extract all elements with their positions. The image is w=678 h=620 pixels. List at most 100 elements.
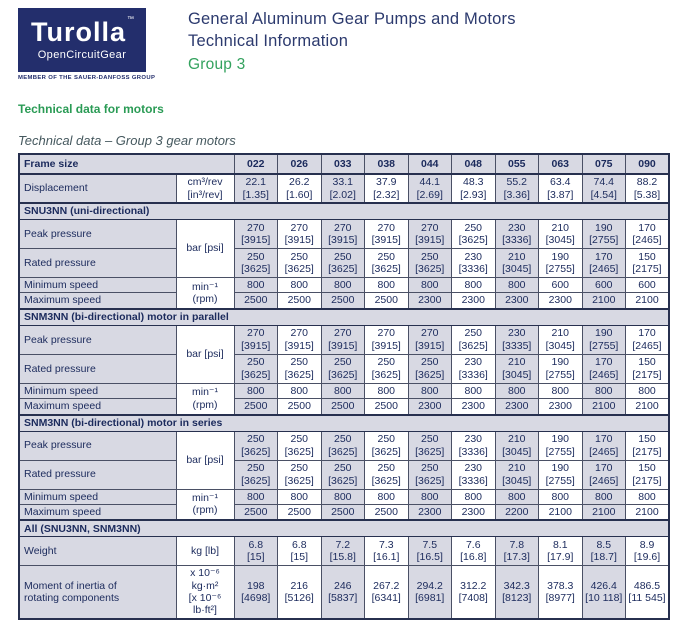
cell-value: 230 [464,433,483,446]
cell-subvalue: [2465] [632,234,662,246]
cell-subvalue: [3915] [371,339,401,352]
cell-subvalue: [15] [290,551,308,564]
technical-data-table: Frame size 022 026 033 038 044 048 055 063 075 090… [18,153,670,620]
cell-value: 6.8 [248,538,264,551]
table-cell: 250 [3625] [320,248,365,278]
cell-value: 74.4 [593,176,614,189]
table-cell: 170 [2465] [581,248,626,278]
table-cell: 2100 [625,398,670,415]
cell-value: 63.4 [550,176,571,189]
table-cell: 800 [364,276,409,294]
cell-subvalue: [3625] [284,474,314,487]
table-cell: 2500 [364,398,409,415]
table-cell: 2300 [494,398,539,415]
cell-value: 216 [290,579,309,592]
row-label: Weight [18,536,177,567]
cell-value: 8.5 [596,538,612,551]
cell-subvalue: [2175] [632,368,662,381]
table-cell: 210 [3045] [538,219,583,249]
table-cell: 150 [2175] [625,459,670,490]
title-block: General Aluminum Gear Pumps and Motors T… [188,8,516,74]
table-cell: 270 [3915] [364,324,409,355]
cell-value: 486.5 [633,579,661,592]
cell-subvalue: [4.54] [590,188,617,201]
cell-subvalue: [3625] [241,368,271,381]
table-cell: 800 [364,382,409,400]
table-cell: 800 [451,276,496,294]
table-cell: 2300 [538,398,583,415]
table-cell: 2500 [233,398,278,415]
cell-subvalue: [2755] [545,445,575,458]
unit-cell: min⁻¹ (rpm) [175,382,235,416]
table-cell: 800 [407,382,452,400]
table-cell: 190 [2755] [581,324,626,355]
cell-value: 250 [464,327,483,340]
section-title: SNM3NN (bi-directional) motor in series [18,413,670,432]
table-cell: 230 [3336] [494,219,539,249]
frame-size-cell: 075 [581,153,626,175]
table-cell: 600 [625,276,670,294]
logo-brand-text: Turolla ™ [31,16,134,46]
cell-value: 250 [246,356,265,369]
frame-size-cell: 090 [625,153,670,175]
cell-value: 250 [333,462,352,475]
cell-value: 270 [377,221,396,234]
cell-subvalue: [2465] [632,339,662,352]
table-cell: 2100 [538,503,583,521]
cell-subvalue: [11 545] [628,592,666,604]
cell-value: 150 [638,356,656,369]
table-cell: 150 [2175] [625,248,670,278]
cell-subvalue: [2755] [589,339,619,352]
cell-subvalue: [19.6] [633,551,661,564]
table-cell: 74.4 [4.54] [581,173,626,204]
cell-subvalue: [3915] [284,234,314,246]
cell-value: 8.1 [552,538,568,551]
table-cell: 6.8 [15] [277,536,322,567]
table-cell: 2300 [451,398,496,415]
section-title: All (SNU3NN, SNM3NN) [18,519,670,538]
cell-value: 6.8 [291,538,307,551]
table-cell: 250 [3625] [277,459,322,490]
table-cell: 7.6 [16.8] [451,536,496,567]
table-cell: 250 [3625] [451,324,496,355]
cell-subvalue: [5126] [284,592,314,604]
cell-value: 250 [246,250,265,263]
rated-pressure-row: Rated pressure 250 [3625] 250 [3625] 250 [3625… [18,248,670,278]
cell-subvalue: [3045] [545,234,575,246]
cell-subvalue: [3336] [458,474,488,487]
cell-subvalue: [3.87] [547,188,574,201]
table-cell: 2100 [581,503,626,521]
section-header-row: SNM3NN (bi-directional) motor in series [18,413,670,432]
table-cell: 800 [494,488,539,505]
cell-value: 8.9 [639,538,655,551]
cell-value: 378.3 [547,579,574,592]
cell-value: 270 [420,221,439,234]
cell-value: 190 [551,356,570,369]
cell-subvalue: [3915] [328,234,358,246]
cell-subvalue: [3915] [415,339,445,352]
logo-subbrand-text: OpenCircuitGear [37,49,127,61]
unit-cell: cm³/rev [in³/rev] [175,173,235,204]
table-cell: 600 [581,276,626,294]
table-cell: 800 [320,276,365,294]
cell-subvalue: [2465] [589,445,619,458]
logo-member-line: MEMBER OF THE SAUER-DANFOSS GROUP [18,75,156,81]
cell-value: 210 [551,221,570,234]
cell-value: 250 [290,250,309,263]
cell-subvalue: [2.02] [329,188,356,201]
cell-value: 270 [246,221,265,234]
logo-box: Turolla ™ OpenCircuitGear [18,8,146,72]
cell-value: 150 [638,462,656,475]
cell-subvalue: [3625] [328,368,358,381]
cell-subvalue: [3915] [328,339,358,352]
cell-value: 190 [551,462,570,475]
cell-value: 250 [464,221,483,234]
table-cell: 150 [2175] [625,353,670,384]
row-label: Maximum speed [18,503,177,521]
table-cell: 2300 [494,292,539,310]
table-cell: 800 [451,488,496,505]
cell-value: 210 [507,433,526,446]
cell-subvalue: [3625] [241,445,271,458]
row-label: Peak pressure [18,219,177,249]
